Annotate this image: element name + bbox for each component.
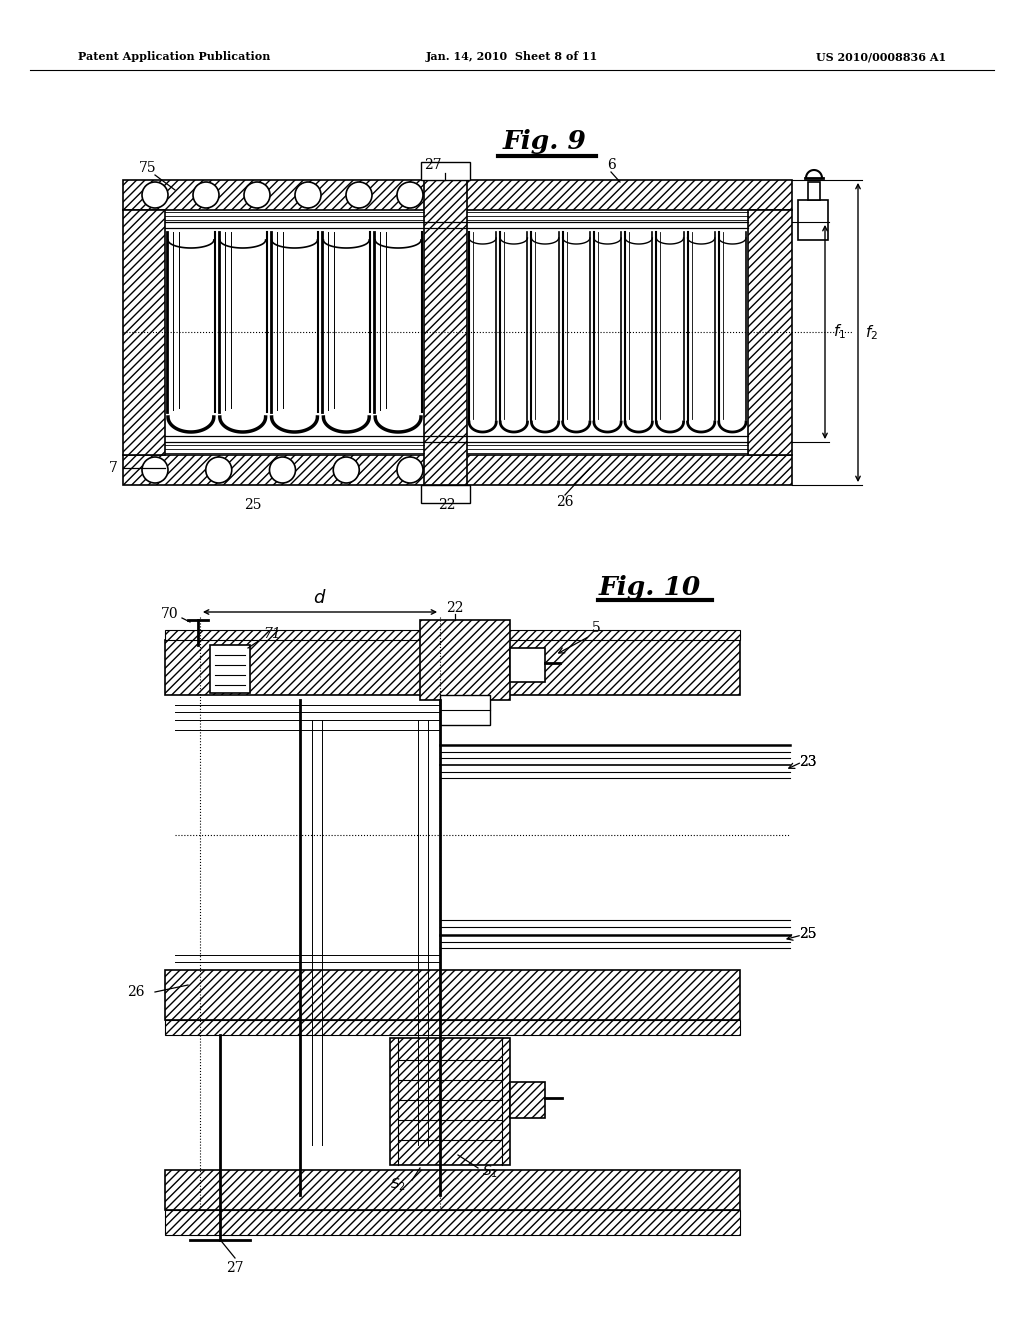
Bar [808, 182, 820, 201]
Circle shape [206, 457, 231, 483]
Bar [165, 640, 740, 696]
Circle shape [193, 182, 219, 209]
Bar [123, 210, 165, 455]
Circle shape [295, 182, 321, 209]
Bar [123, 455, 792, 484]
Text: $d$: $d$ [313, 589, 327, 607]
Bar [420, 620, 510, 700]
Text: 6: 6 [606, 158, 615, 172]
Text: $S_2$: $S_2$ [390, 1177, 406, 1193]
Bar [165, 970, 740, 1020]
Bar [798, 201, 828, 240]
Bar [748, 210, 792, 455]
Circle shape [397, 182, 423, 209]
Bar [210, 645, 250, 693]
Text: 70: 70 [161, 607, 178, 620]
Circle shape [333, 457, 359, 483]
Circle shape [142, 457, 168, 483]
Text: Patent Application Publication: Patent Application Publication [78, 51, 270, 62]
Bar [165, 630, 740, 640]
Text: 26: 26 [556, 495, 573, 510]
Text: 71: 71 [263, 627, 281, 642]
Text: 7: 7 [109, 461, 118, 475]
Text: Fig. 10: Fig. 10 [599, 574, 701, 599]
Bar [165, 1020, 740, 1035]
Text: Fig. 9: Fig. 9 [503, 129, 587, 154]
Text: 26: 26 [128, 985, 145, 999]
Circle shape [269, 457, 296, 483]
Bar [165, 1170, 740, 1210]
Bar [123, 180, 792, 210]
Text: 27: 27 [424, 158, 441, 172]
Text: 23: 23 [800, 755, 817, 770]
Bar [424, 180, 467, 484]
Text: 5: 5 [592, 620, 600, 635]
Text: $f_1$: $f_1$ [834, 322, 847, 342]
Text: Jan. 14, 2010  Sheet 8 of 11: Jan. 14, 2010 Sheet 8 of 11 [426, 51, 598, 62]
Bar [510, 1082, 545, 1118]
Text: 27: 27 [226, 1261, 244, 1275]
Text: 25: 25 [800, 927, 817, 941]
Text: US 2010/0008836 A1: US 2010/0008836 A1 [816, 51, 946, 62]
Bar [390, 1038, 510, 1166]
Bar [440, 696, 490, 725]
Bar [165, 1210, 740, 1236]
Text: 22: 22 [446, 601, 464, 615]
Circle shape [346, 182, 372, 209]
Bar [510, 648, 545, 682]
Text: $f_2$: $f_2$ [865, 323, 879, 342]
Text: 25: 25 [800, 927, 817, 941]
Bar [421, 484, 470, 503]
Text: 25: 25 [245, 498, 262, 512]
Circle shape [397, 457, 423, 483]
Text: 23: 23 [800, 755, 817, 770]
Text: 75: 75 [139, 161, 157, 176]
Text: 22: 22 [438, 498, 456, 512]
Text: $S_1$: $S_1$ [482, 1164, 498, 1180]
Circle shape [244, 182, 270, 209]
Bar [421, 162, 470, 180]
Circle shape [142, 182, 168, 209]
